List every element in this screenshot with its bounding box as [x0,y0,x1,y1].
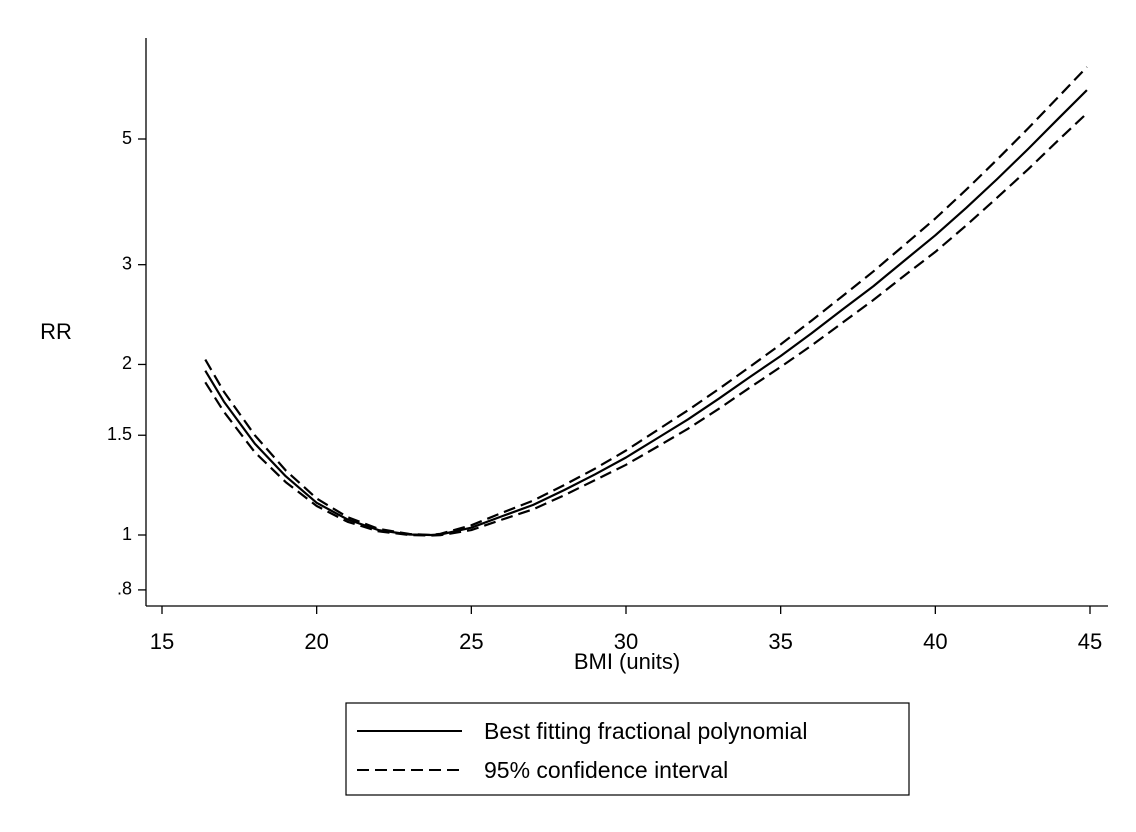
ci-upper-line [204,66,1088,537]
x-tick-label: 15 [150,629,174,654]
y-tick-label: 2 [122,353,132,373]
fit-line [204,89,1088,537]
y-tick-label: 1.5 [107,424,132,444]
legend: Best fitting fractional polynomial 95% c… [345,702,910,796]
x-tick-label: 45 [1078,629,1102,654]
x-tick-label: 25 [459,629,483,654]
x-tick-label: 35 [768,629,792,654]
y-ticks: .8 1 1.5 2 3 5 [107,128,146,599]
legend-label-fit: Best fitting fractional polynomial [484,718,807,744]
legend-label-ci: 95% confidence interval [484,757,728,783]
ci-lower-line [204,112,1088,537]
y-tick-label: 5 [122,128,132,148]
y-axis-title: RR [40,319,72,344]
x-tick-label: 40 [923,629,947,654]
x-tick-label: 20 [304,629,328,654]
series-lines [204,66,1088,537]
y-tick-label: 1 [122,524,132,544]
y-tick-label: 3 [122,253,132,273]
x-axis-title: BMI (units) [574,649,680,674]
x-ticks: 15 20 25 30 35 40 45 [150,606,1102,654]
y-tick-label: .8 [117,579,132,599]
x-tick-label: 30 [614,629,638,654]
legend-box [345,702,910,796]
